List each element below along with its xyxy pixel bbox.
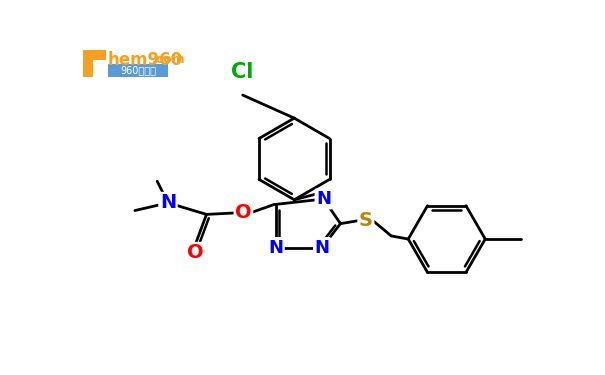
Text: N: N (268, 238, 283, 256)
Text: hem960: hem960 (108, 51, 183, 69)
Polygon shape (83, 50, 106, 76)
Text: N: N (315, 238, 330, 256)
Bar (108, 64, 168, 76)
Text: N: N (160, 194, 176, 212)
Text: N: N (316, 190, 331, 208)
Text: O: O (188, 243, 204, 262)
Text: .com: .com (152, 53, 186, 66)
Text: S: S (359, 211, 373, 230)
Text: O: O (235, 203, 252, 222)
Text: 960化工网: 960化工网 (120, 65, 156, 75)
Text: Cl: Cl (232, 62, 254, 82)
